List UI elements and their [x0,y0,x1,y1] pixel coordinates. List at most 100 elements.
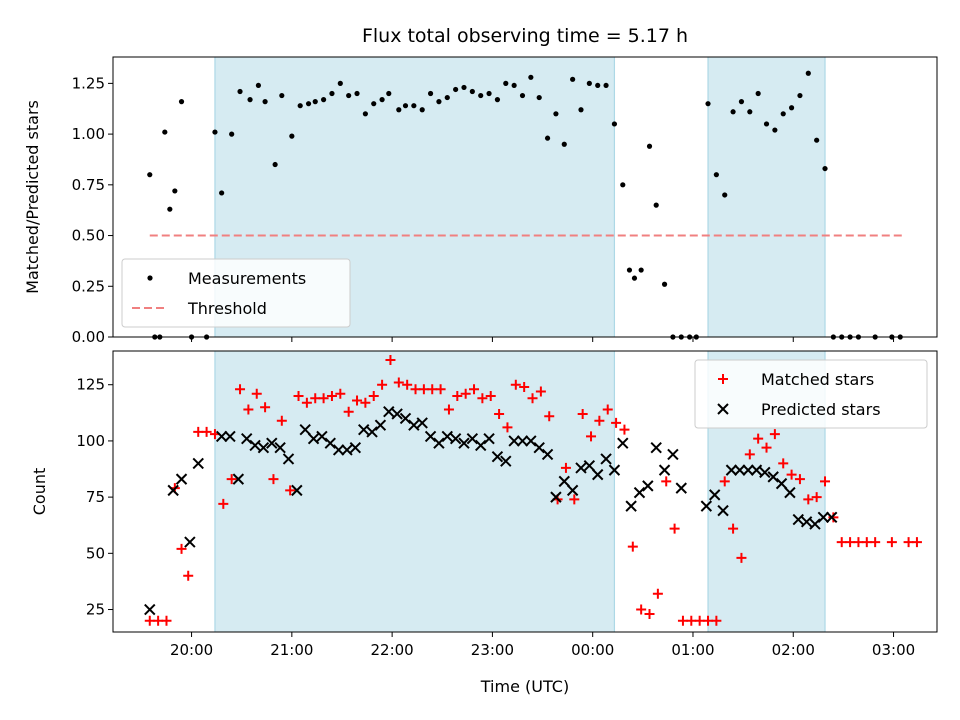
matched-point [293,390,304,401]
matched-point [527,393,538,404]
measurements-point [371,101,377,107]
matched-point [594,415,605,426]
matched-point [761,442,772,453]
measurements-point [255,82,262,89]
y-tick-label: 1.00 [72,125,105,143]
matched-point [711,615,722,626]
legend-box [694,359,928,429]
measurements-point [262,99,268,105]
predicted-point [299,423,311,436]
matched-point [427,384,438,395]
measurements-point [411,103,417,109]
x-tick-label: 22:00 [371,641,414,659]
matched-point [828,512,839,523]
measurements-point [646,143,653,149]
predicted-point [817,511,830,524]
matched-point [728,523,739,534]
measurements-point [611,121,618,127]
predicted-point [266,437,278,449]
measurements-point [713,172,719,178]
observing-window-2 [708,57,826,337]
matched-point [318,393,329,404]
predicted-point [433,437,445,449]
measurements-point [528,74,534,80]
x-tick-label: 00:00 [571,641,614,659]
matched-point [285,485,296,496]
y-tick-label: 100 [76,432,105,450]
matched-point [861,537,872,548]
measurements-point [147,172,153,178]
x-tick-label: 01:00 [671,641,714,659]
legend-matched-swatch [718,374,728,384]
predicted-point [175,473,188,485]
measurements-point [386,90,392,97]
matched-point [753,433,764,444]
predicted-point [241,432,253,445]
top-panel: 0.00 0.25 0.50 0.75 1.00 1.25 Matched/Predicte… [23,56,938,346]
legend-label: Predicted stars [761,400,881,419]
predicted-point [667,448,679,461]
predicted-point [525,435,537,447]
measurements-point [763,121,770,127]
measurements-point [346,92,352,99]
measurements-point [178,99,185,105]
predicted-point [742,464,754,476]
matched-point [343,406,354,417]
bottom-panel: 25 50 75 100 125 20:00 21:00 22:00 23:00 00:00 01:… [30,350,938,659]
y-tick-label: 75 [86,488,105,506]
measurements-point [553,111,559,117]
matched-point [301,397,312,408]
predicted-point [391,408,403,420]
predicted-point [215,430,228,443]
measurements-point [653,202,659,208]
matched-point [669,523,680,534]
predicted-point [541,448,554,461]
matched-point [393,377,404,388]
axes-frame [112,56,938,338]
matched-point [627,541,638,552]
matched-point [661,476,672,487]
predicted-point [274,441,286,454]
measurements-point [788,105,795,111]
measurements-point [631,275,638,281]
predicted-point [224,430,236,443]
matched-point [794,474,805,485]
measurements-point [747,109,753,115]
measurements-point [305,101,312,107]
legend-measurements-swatch [147,275,153,281]
measurements-point [730,109,736,115]
y-axis-label: Count [30,468,49,516]
matched-point [352,395,363,406]
matched-point [310,393,321,404]
predicted-point [717,504,729,517]
predicted-point [483,432,495,445]
matched-point [410,384,421,395]
x-axis-label: Time (UTC) [480,677,569,696]
predicted-point [708,489,721,501]
predicted-point [249,439,261,452]
predicted-point [550,491,562,503]
measurements-point [626,267,633,273]
predicted-point [184,536,196,548]
predicted-point [144,603,156,616]
predicted-point [784,486,796,499]
matched-point [911,537,922,548]
matched-point [494,408,505,419]
matched-point [886,537,897,548]
predicted-point [725,464,738,476]
predicted-point [475,439,487,452]
legend-predicted-swatch [717,403,729,415]
y-tick-label: 0.00 [72,328,105,346]
measurements-point [561,141,567,147]
legend-label: Matched stars [761,370,874,389]
measurements-point [229,131,235,137]
predicted-point [424,430,437,443]
measurements-point [219,190,225,196]
matched-point [811,492,822,503]
matched-point [377,379,388,390]
predicted-point [792,513,804,526]
measurements-point [595,82,601,89]
predicted-point [608,464,621,476]
predicted-point [383,405,395,418]
predicted-point [491,450,504,463]
